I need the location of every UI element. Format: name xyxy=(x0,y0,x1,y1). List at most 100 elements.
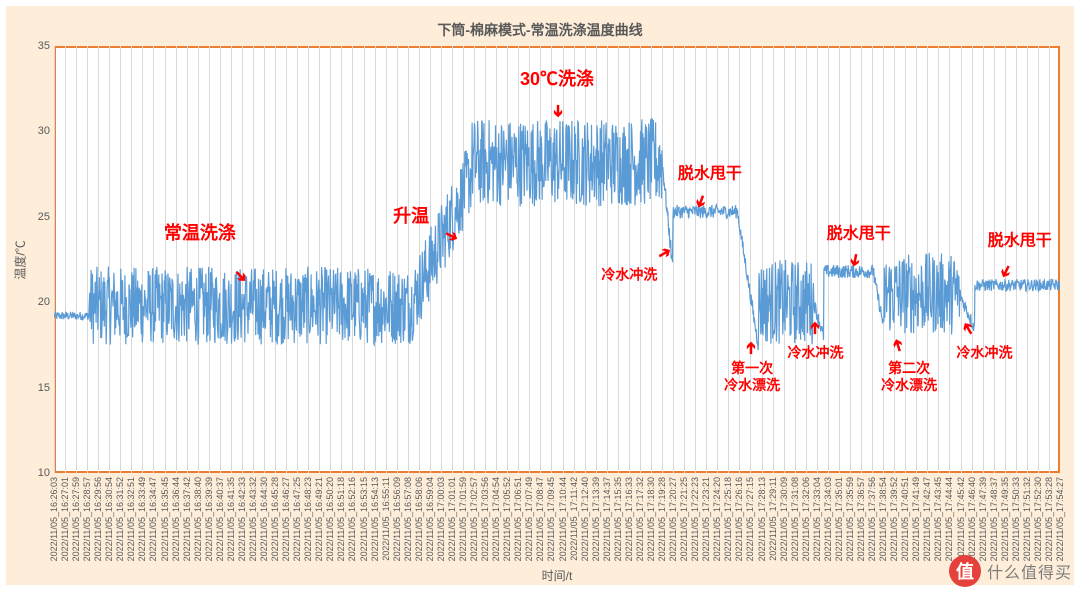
x-tick: 2022/11/05_16:51:18 xyxy=(336,477,346,561)
x-tick: 2022/11/05_17:03:56 xyxy=(480,477,490,561)
annotation-arrow-icon: ➔ xyxy=(808,321,824,334)
x-tick: 2022/11/05_17:31:08 xyxy=(790,477,800,561)
x-tick: 2022/11/05_17:29:11 xyxy=(768,477,778,561)
x-tick: 2022/11/05_16:58:06 xyxy=(414,477,424,561)
x-tick: 2022/11/05_16:47:25 xyxy=(292,477,302,561)
x-tick: 2022/11/05_16:52:16 xyxy=(347,477,357,561)
x-tick: 2022/11/05_17:14:37 xyxy=(602,477,612,561)
x-tick: 2022/11/05_17:20:27 xyxy=(668,477,678,561)
x-tick: 2022/11/05_17:16:33 xyxy=(624,477,634,561)
x-tick: 2022/11/05_17:15:35 xyxy=(613,477,623,561)
x-tick: 2022/11/05_17:37:56 xyxy=(867,477,877,561)
x-tick: 2022/11/05_17:36:57 xyxy=(856,477,866,561)
page-root: 下筒-棉麻模式-常温洗涤温度曲线 常温洗涤➔升温➔30℃洗涤➔冷水冲洗➔脱水甩干… xyxy=(0,0,1080,591)
x-axis-label: 时间/t xyxy=(542,567,573,584)
watermark: 值 什么值得买 xyxy=(949,555,1072,587)
x-tick: 2022/11/05_17:51:32 xyxy=(1022,477,1032,561)
y-tick: 35 xyxy=(32,40,50,52)
x-tick: 2022/11/05_17:26:16 xyxy=(734,477,744,561)
x-tick: 2022/11/05_17:07:49 xyxy=(524,477,534,561)
x-tick: 2022/11/05_17:13:39 xyxy=(591,477,601,561)
x-tick: 2022/11/05_16:29:56 xyxy=(93,477,103,561)
x-tick: 2022/11/05_16:36:44 xyxy=(171,477,181,561)
x-tick: 2022/11/05_16:46:27 xyxy=(281,477,291,561)
annotation-arrow-icon: ➔ xyxy=(845,251,863,267)
x-tick: 2022/11/05_17:12:40 xyxy=(580,477,590,561)
x-tick: 2022/11/05_16:54:13 xyxy=(370,477,380,561)
x-tick: 2022/11/05_16:42:33 xyxy=(237,477,247,561)
x-tick: 2022/11/05_17:05:52 xyxy=(502,477,512,561)
chart-title: 下筒-棉麻模式-常温洗涤温度曲线 xyxy=(6,20,1074,40)
x-tick: 2022/11/05_16:57:08 xyxy=(403,477,413,561)
x-tick: 2022/11/05_17:50:33 xyxy=(1011,477,1021,561)
x-tick: 2022/11/05_16:45:28 xyxy=(270,477,280,561)
x-tick: 2022/11/05_17:22:23 xyxy=(690,477,700,561)
x-tick: 2022/11/05_16:53:15 xyxy=(359,477,369,561)
x-tick: 2022/11/05_17:17:32 xyxy=(635,477,645,561)
x-tick: 2022/11/05_16:35:45 xyxy=(160,477,170,561)
watermark-text: 什么值得买 xyxy=(987,559,1072,583)
y-axis-label: 温度/℃ xyxy=(12,240,29,279)
x-tick: 2022/11/05_16:32:51 xyxy=(126,477,136,561)
x-tick: 2022/11/05_17:45:42 xyxy=(956,477,966,561)
x-tick: 2022/11/05_17:42:47 xyxy=(922,477,932,561)
x-tick: 2022/11/05_17:08:47 xyxy=(535,477,545,561)
x-tick: 2022/11/05_17:46:40 xyxy=(967,477,977,561)
x-tick: 2022/11/05_16:41:35 xyxy=(226,477,236,561)
x-tick: 2022/11/05_17:35:59 xyxy=(845,477,855,561)
x-tick: 2022/11/05_17:23:21 xyxy=(701,477,711,561)
x-tick: 2022/11/05_17:25:18 xyxy=(723,477,733,561)
annotation-arrow-icon: ➔ xyxy=(744,342,760,355)
x-tick: 2022/11/05_17:52:30 xyxy=(1033,477,1043,561)
x-tick: 2022/11/05_16:49:21 xyxy=(314,477,324,561)
x-tick: 2022/11/05_17:09:45 xyxy=(546,477,556,561)
x-tick: 2022/11/05_16:27:59 xyxy=(71,477,81,561)
x-tick: 2022/11/05_16:56:09 xyxy=(392,477,402,561)
x-tick: 2022/11/05_16:27:01 xyxy=(60,477,70,561)
x-tick: 2022/11/05_16:39:39 xyxy=(204,477,214,561)
x-tick: 2022/11/05_17:38:54 xyxy=(878,477,888,561)
x-tick: 2022/11/05_17:43:45 xyxy=(933,477,943,561)
x-tick: 2022/11/05_16:43:32 xyxy=(248,477,258,561)
chart-outer: 下筒-棉麻模式-常温洗涤温度曲线 常温洗涤➔升温➔30℃洗涤➔冷水冲洗➔脱水甩干… xyxy=(6,6,1074,585)
y-tick: 15 xyxy=(32,382,50,394)
x-tick: 2022/11/05_17:01:01 xyxy=(447,477,457,561)
y-tick: 25 xyxy=(32,211,50,223)
x-tick: 2022/11/05_17:01:59 xyxy=(458,477,468,561)
x-tick: 2022/11/05_17:32:06 xyxy=(801,477,811,561)
plot-area: 常温洗涤➔升温➔30℃洗涤➔冷水冲洗➔脱水甩干➔第一次 冷水漂洗➔冷水冲洗➔脱水… xyxy=(54,46,1060,473)
x-tick: 2022/11/05_16:34:47 xyxy=(148,477,158,561)
x-tick: 2022/11/05_17:28:13 xyxy=(757,477,767,561)
annotation-arrow-icon: ➔ xyxy=(549,104,565,117)
x-tick: 2022/11/05_16:50:20 xyxy=(325,477,335,561)
x-tick: 2022/11/05_17:35:01 xyxy=(834,477,844,561)
x-tick: 2022/11/05_16:38:40 xyxy=(193,477,203,561)
x-tick: 2022/11/05_17:54:27 xyxy=(1055,477,1065,561)
x-tick: 2022/11/05_17:19:28 xyxy=(657,477,667,561)
x-tick: 2022/11/05_16:44:30 xyxy=(259,477,269,561)
watermark-logo-icon: 值 xyxy=(949,555,981,587)
x-tick: 2022/11/05_16:28:57 xyxy=(82,477,92,561)
x-tick: 2022/11/05_16:33:49 xyxy=(137,477,147,561)
x-tick: 2022/11/05_16:48:23 xyxy=(303,477,313,561)
x-tick: 2022/11/05_16:55:11 xyxy=(381,477,391,561)
x-tick: 2022/11/05_16:59:04 xyxy=(425,477,435,561)
x-tick: 2022/11/05_17:02:57 xyxy=(469,477,479,561)
x-tick: 2022/11/05_17:34:03 xyxy=(823,477,833,561)
x-tick: 2022/11/05_16:26:03 xyxy=(49,477,59,561)
x-tick: 2022/11/05_17:00:03 xyxy=(436,477,446,561)
x-tick: 2022/11/05_17:24:20 xyxy=(712,477,722,561)
x-tick: 2022/11/05_17:30:09 xyxy=(779,477,789,561)
x-tick: 2022/11/05_17:44:44 xyxy=(944,477,954,561)
x-tick: 2022/11/05_17:41:49 xyxy=(911,477,921,561)
x-tick: 2022/11/05_17:53:28 xyxy=(1044,477,1054,561)
x-tick: 2022/11/05_17:21:25 xyxy=(679,477,689,561)
y-tick: 10 xyxy=(32,467,50,479)
y-tick: 30 xyxy=(32,125,50,137)
x-tick: 2022/11/05_17:10:44 xyxy=(558,477,568,561)
x-tick: 2022/11/05_17:39:52 xyxy=(889,477,899,561)
x-tick: 2022/11/05_17:11:42 xyxy=(569,477,579,561)
x-tick: 2022/11/05_16:30:54 xyxy=(104,477,114,561)
x-tick: 2022/11/05_17:18:30 xyxy=(646,477,656,561)
x-tick: 2022/11/05_17:04:54 xyxy=(491,477,501,561)
